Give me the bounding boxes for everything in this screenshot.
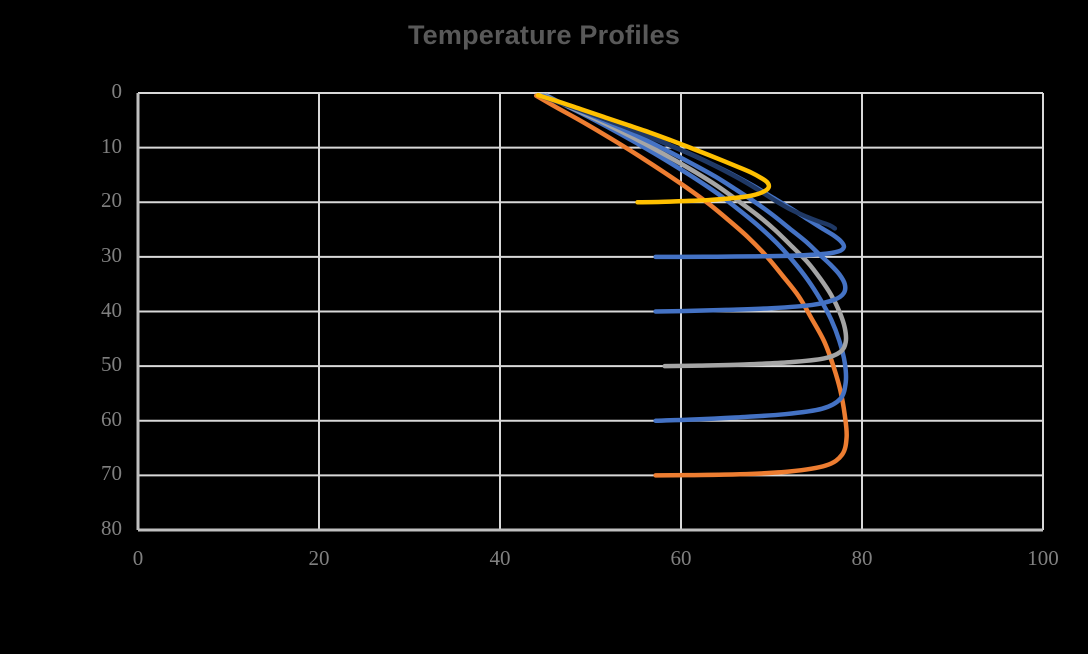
y-tick-label: 80 [101, 516, 122, 540]
x-tick-label: 20 [308, 546, 330, 570]
series-line [535, 92, 772, 205]
x-tick-label: 60 [670, 546, 692, 570]
y-tick-label: 20 [101, 188, 122, 213]
series-line [544, 93, 849, 423]
series-lines [533, 92, 849, 478]
series-line [541, 93, 848, 314]
axis-lines [136, 93, 1043, 532]
y-tick-label: 40 [101, 297, 122, 322]
y-tick-label: 70 [101, 461, 122, 486]
y-tick-label: 0 [111, 79, 123, 103]
gridlines [138, 92, 1044, 531]
x-tick-label: 80 [851, 546, 873, 570]
chart-title: Temperature Profiles [407, 20, 681, 50]
series-line [543, 93, 849, 369]
y-tick-label: 10 [101, 133, 122, 158]
y-tick-label: 50 [101, 352, 122, 377]
x-tick-label: 100 [1027, 546, 1059, 570]
x-tick-label: 0 [132, 546, 144, 570]
y-tick-label: 60 [101, 406, 122, 431]
series-line [533, 93, 849, 478]
x-tick-label: 40 [489, 546, 511, 570]
y-tick-label: 30 [101, 242, 122, 267]
